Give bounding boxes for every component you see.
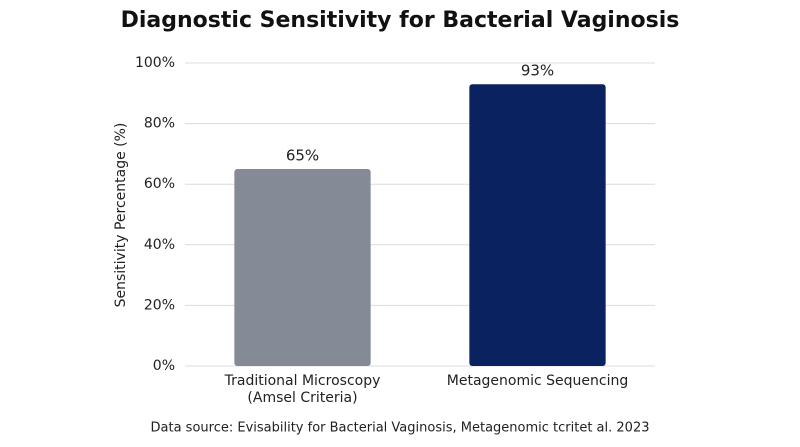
x-tick-label: Traditional Microscopy (Amsel Criteria) [224,373,381,406]
y-tick-label: 80% [144,116,175,132]
value-label: 93% [521,62,554,80]
y-tick-label: 60% [144,176,175,192]
x-tick-label: Metagenomic Sequencing [446,373,629,389]
y-tick-label: 0% [153,358,175,374]
footnote: Data source: Evisability for Bacterial V… [151,421,650,436]
bar [234,169,371,366]
bar [469,84,606,367]
y-tick-label: 20% [144,297,175,313]
y-tick-label: 40% [144,237,175,253]
chart-title: Diagnostic Sensitivity for Bacterial Vag… [121,8,680,33]
y-axis-label: Sensitivity Percentage (%) [113,123,129,308]
value-label: 65% [286,147,319,165]
y-tick-label: 100% [135,55,175,71]
